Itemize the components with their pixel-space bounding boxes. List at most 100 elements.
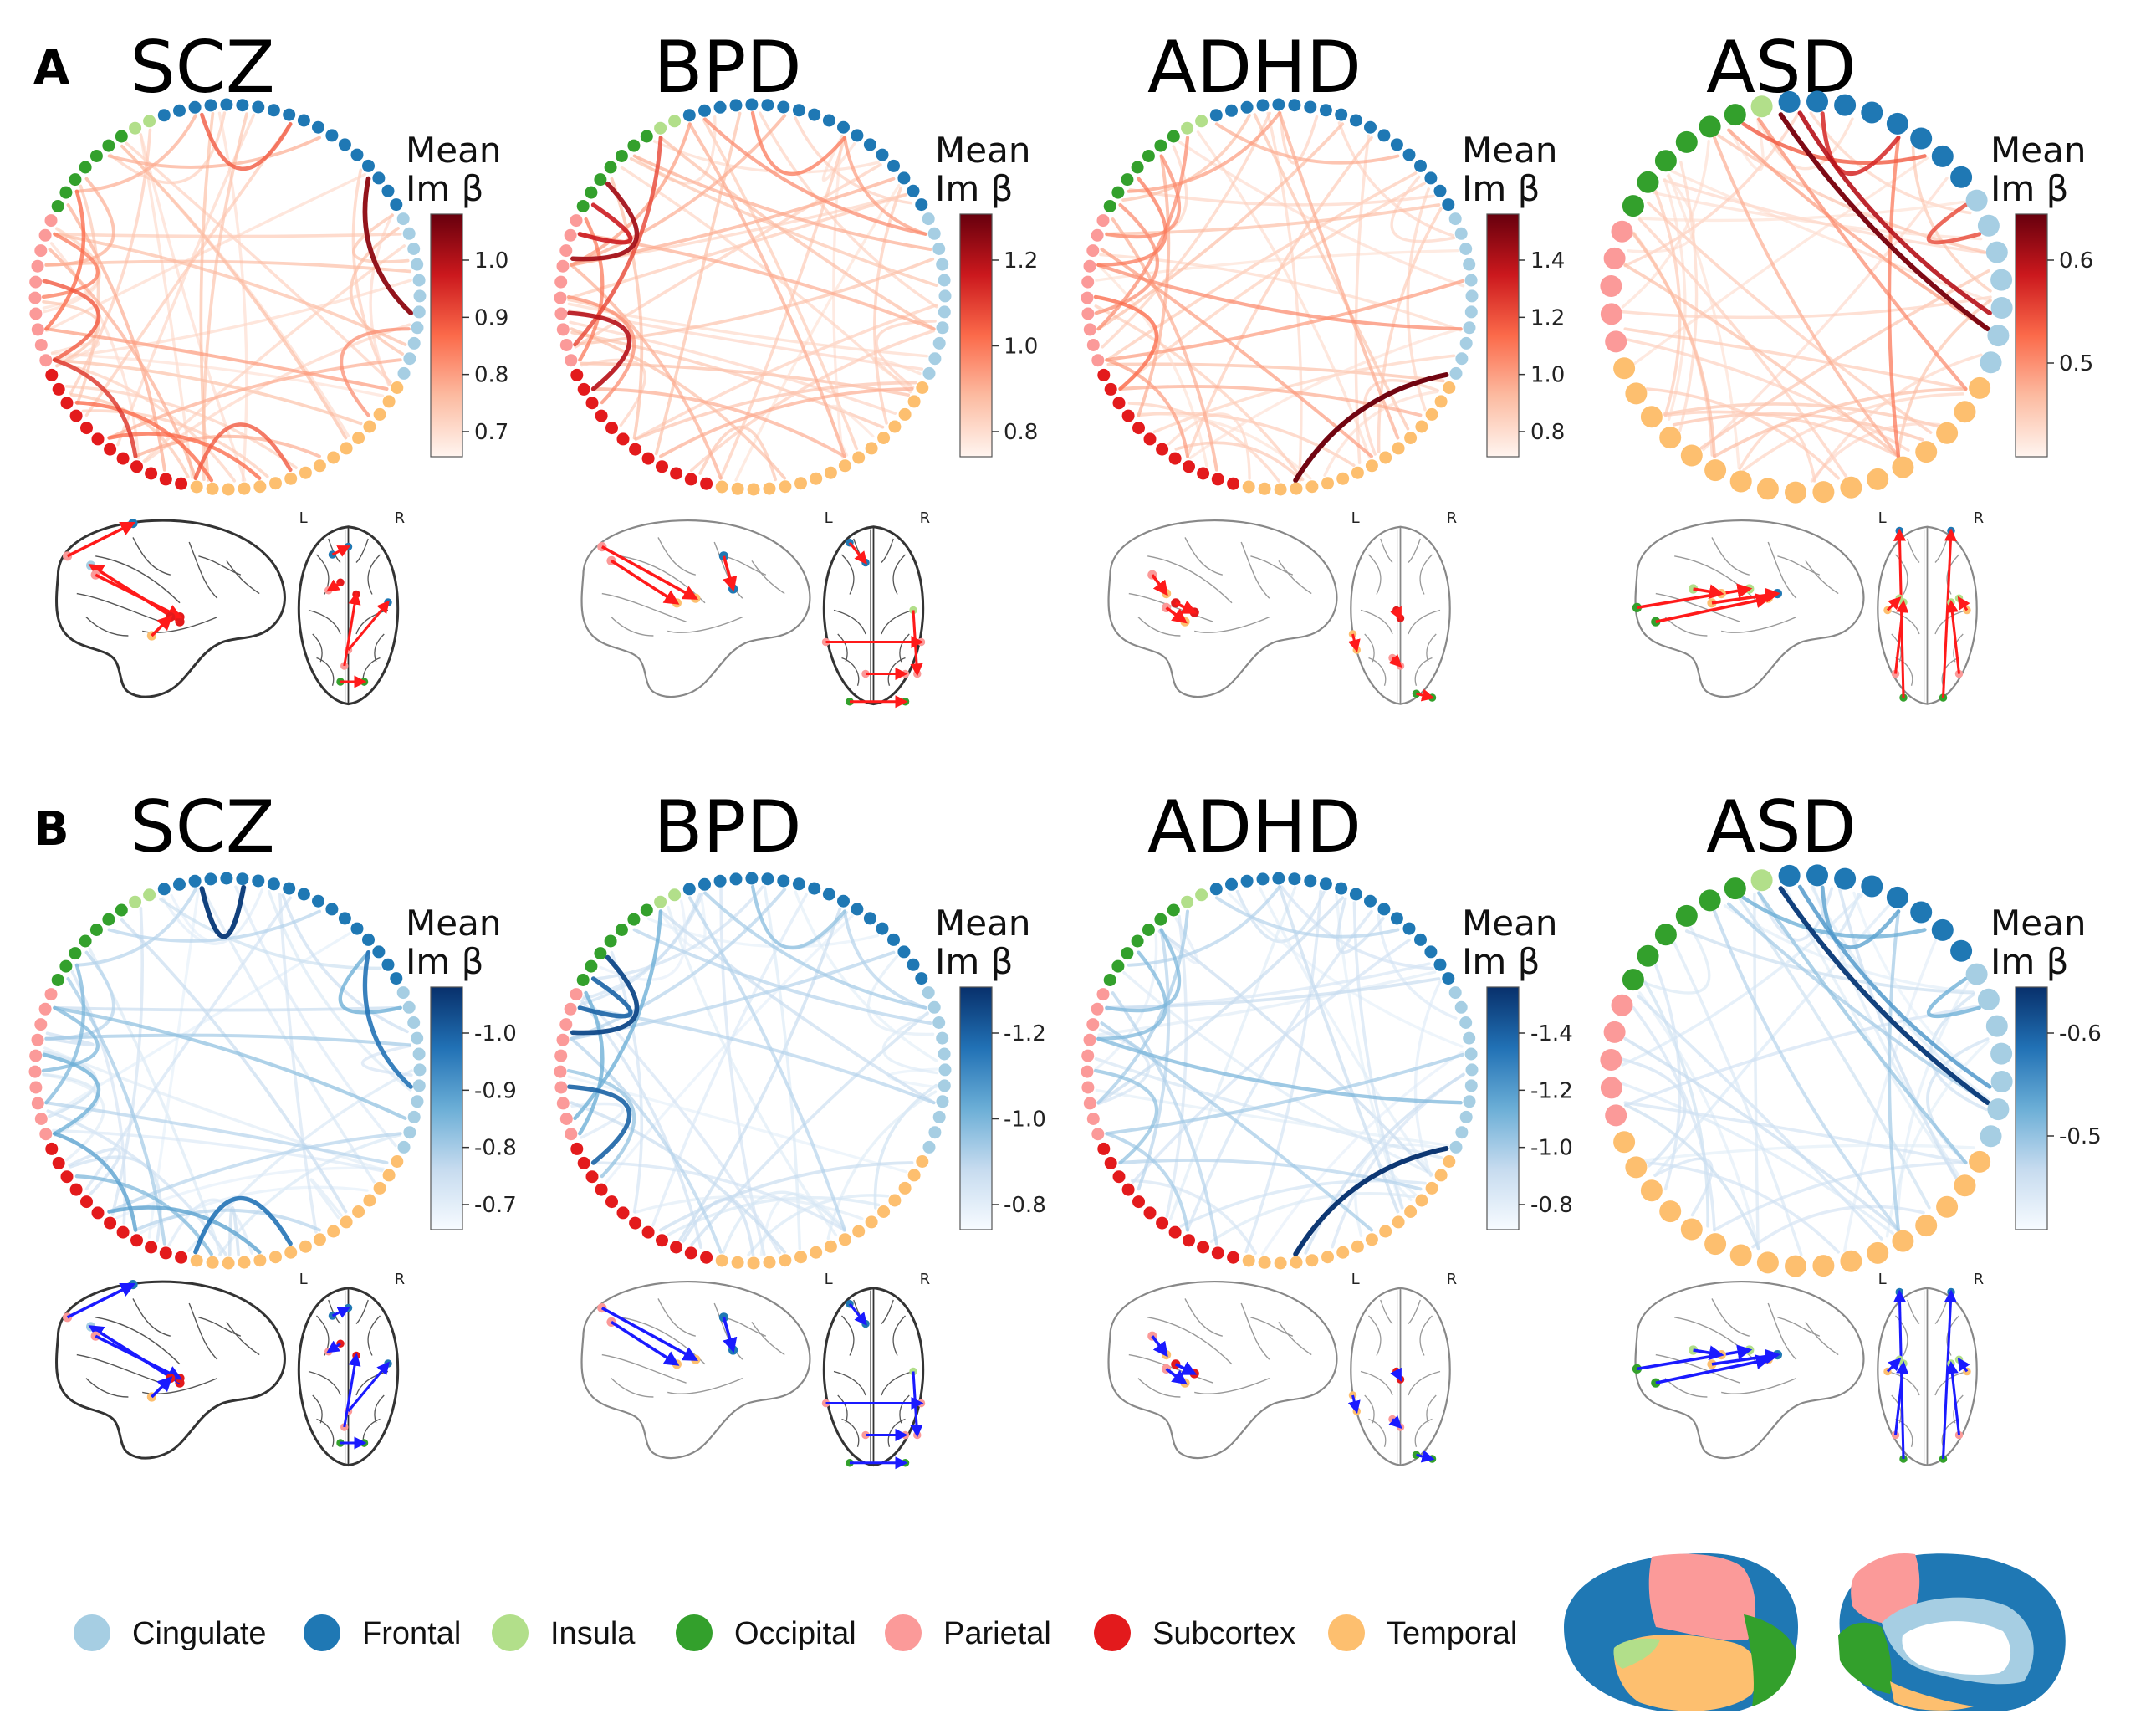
region-node — [1455, 352, 1469, 366]
region-node — [1640, 406, 1663, 428]
region-node — [668, 888, 682, 902]
brain-sulcus — [132, 537, 171, 576]
region-node — [284, 472, 298, 485]
region-node — [327, 451, 340, 464]
region-node — [313, 459, 326, 473]
axial-arrows — [1883, 526, 1971, 702]
region-node — [34, 1018, 48, 1031]
region-node — [1142, 150, 1155, 162]
region-node — [627, 139, 641, 152]
disorder-title: BPD — [653, 785, 801, 869]
region-node — [145, 467, 158, 480]
brain-sulcus — [713, 1302, 743, 1360]
region-node — [1290, 482, 1303, 495]
region-node — [28, 1065, 42, 1078]
legend-label: Temporal — [1387, 1616, 1517, 1651]
region-node — [777, 100, 790, 114]
region-node — [1349, 114, 1362, 127]
region-node — [407, 1016, 421, 1029]
axial-arrows — [1347, 1367, 1437, 1463]
region-node — [175, 477, 188, 490]
connection-arrow — [910, 610, 923, 677]
chord — [43, 1046, 385, 1172]
region-node — [382, 1169, 396, 1182]
chord — [1094, 304, 1305, 482]
colorbar-tick-label: 0.7 — [474, 420, 508, 445]
brain-lateral-view — [580, 519, 811, 698]
region-node — [605, 1195, 618, 1209]
left-hemisphere-label: L — [1351, 509, 1360, 527]
chord — [193, 422, 293, 481]
region-node — [670, 1241, 683, 1254]
region-node — [51, 974, 64, 986]
region-node — [1600, 275, 1622, 297]
region-node — [865, 1215, 878, 1229]
chord — [1105, 203, 1441, 236]
chord — [70, 970, 127, 1225]
region-node — [938, 1063, 952, 1077]
region-node — [1156, 1216, 1169, 1230]
region-node — [1143, 432, 1157, 446]
region-node — [684, 1246, 697, 1260]
region-node — [556, 1097, 570, 1110]
chord — [1820, 111, 1901, 176]
region-node — [1142, 924, 1155, 936]
colorbar-title-line1: Mean — [935, 130, 1030, 171]
colorbar-tick-label: 1.0 — [474, 248, 508, 274]
region-node — [1785, 1255, 1806, 1277]
region-node — [564, 228, 577, 242]
region-node — [1990, 269, 2013, 291]
region-node — [1211, 473, 1224, 486]
connection-arrow — [1941, 1289, 1958, 1460]
region-node — [29, 275, 43, 289]
chord — [659, 909, 936, 1105]
region-node — [412, 274, 426, 287]
left-hemisphere-label: L — [1351, 1271, 1360, 1288]
chord — [1911, 145, 1992, 293]
chord — [652, 140, 880, 174]
region-node — [372, 171, 386, 185]
region-node — [412, 1047, 426, 1061]
connection-arrow — [95, 573, 183, 619]
brain-sulcus — [1891, 1394, 1902, 1424]
colorbar-tick-label: 1.4 — [1530, 248, 1565, 274]
brain-sulcus — [1128, 592, 1213, 622]
region-node — [1321, 1251, 1334, 1264]
chord — [1097, 970, 1437, 1036]
disorder-title: SCZ — [130, 26, 275, 110]
region-node — [915, 972, 928, 985]
region-node — [1240, 874, 1254, 888]
region-node — [340, 442, 353, 455]
chord — [1279, 111, 1319, 165]
region-node — [382, 395, 396, 408]
connection-arrow — [1945, 599, 1961, 674]
chord — [1644, 1144, 1975, 1162]
lateral-arrows — [1632, 583, 1782, 627]
region-node — [629, 443, 642, 456]
brain-sulcus — [667, 616, 743, 633]
region-node — [269, 1251, 282, 1264]
brain-sulcus — [1895, 554, 1908, 595]
chord — [1643, 926, 1711, 995]
region-node — [283, 882, 296, 895]
connection-arrow — [347, 600, 390, 651]
chord — [566, 294, 636, 405]
region-node — [670, 467, 683, 480]
chord — [1118, 1159, 1423, 1191]
region-node — [556, 323, 570, 336]
connectivity-chords — [41, 884, 413, 1256]
region-node — [1351, 1240, 1364, 1253]
region-node — [29, 1081, 43, 1094]
chord — [1820, 885, 1901, 949]
brain-sulcus — [1953, 633, 1964, 663]
panel-letter: B — [33, 802, 69, 857]
region-node — [1240, 100, 1254, 114]
region-node — [1600, 1049, 1622, 1071]
chord — [591, 1161, 846, 1232]
region-node — [1977, 988, 2000, 1010]
region-node — [556, 259, 570, 273]
